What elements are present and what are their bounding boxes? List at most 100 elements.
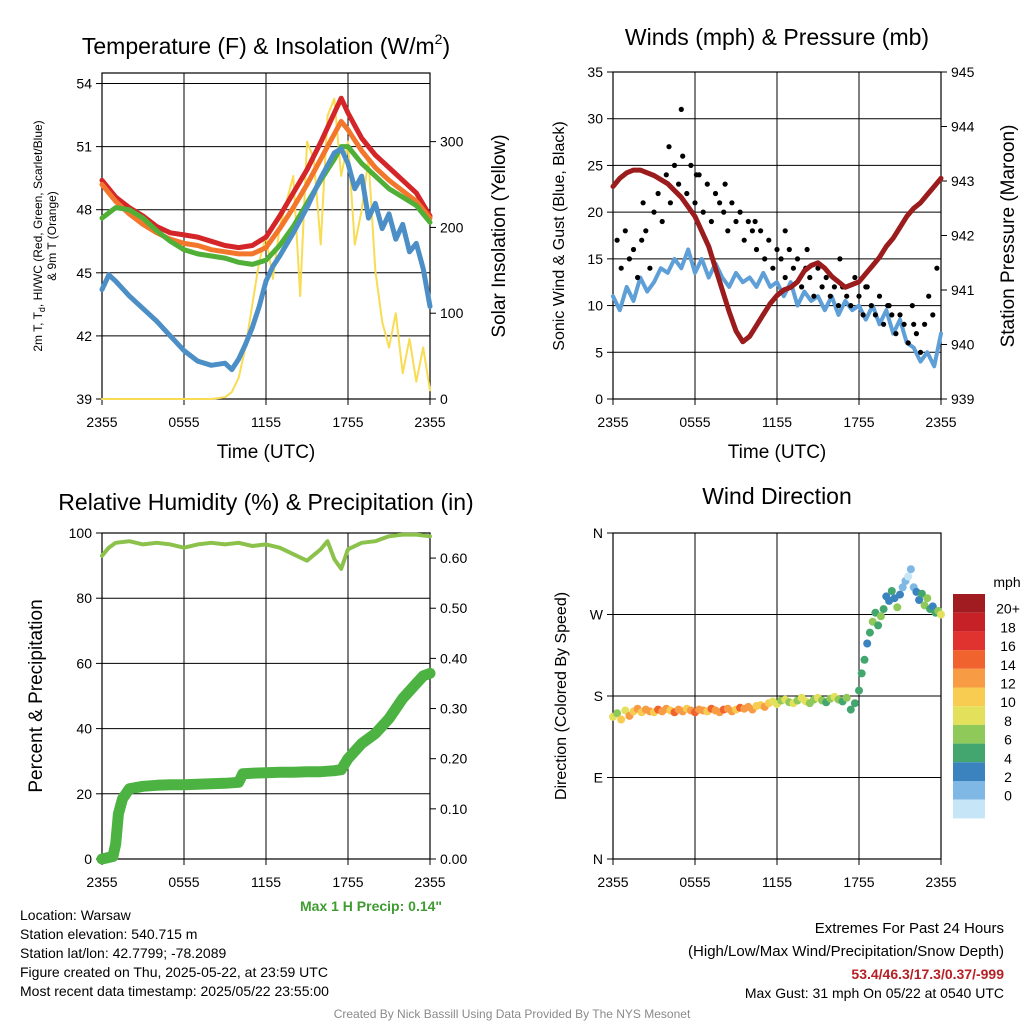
y-label-part: 2m T, T bbox=[31, 311, 45, 351]
x-tick-label: 0555 bbox=[679, 874, 710, 890]
y-tick-label: 80 bbox=[76, 590, 92, 606]
legend-swatch bbox=[953, 650, 985, 669]
legend-swatch bbox=[953, 799, 985, 819]
gust-point bbox=[758, 228, 764, 234]
direction-point bbox=[915, 596, 924, 604]
chart-title: Wind Direction bbox=[702, 483, 852, 509]
y-axis-label-line2: & 9m T (Orange) bbox=[45, 191, 59, 281]
legend-swatch bbox=[953, 743, 985, 763]
x-tick-label: 1755 bbox=[843, 414, 874, 430]
direction-point bbox=[860, 655, 869, 664]
gust-point bbox=[807, 274, 813, 281]
direction-point bbox=[850, 699, 859, 708]
gust-point bbox=[831, 284, 838, 290]
legend-label: 20+ bbox=[996, 601, 1020, 617]
gust-point bbox=[905, 340, 911, 346]
x-tick-label: 1755 bbox=[332, 414, 363, 430]
direction-point bbox=[923, 594, 932, 603]
gust-point bbox=[752, 218, 758, 225]
legend-label: 8 bbox=[1004, 713, 1012, 729]
legend-label: 12 bbox=[1000, 676, 1016, 692]
gust-point bbox=[741, 237, 747, 243]
y-tick-label: 20 bbox=[76, 786, 92, 802]
gust-point bbox=[630, 246, 637, 253]
legend-swatch bbox=[953, 687, 985, 707]
gust-point bbox=[643, 228, 649, 234]
gust-point bbox=[770, 265, 776, 271]
legend-swatch bbox=[953, 594, 985, 613]
y2-tick-label: 0.30 bbox=[440, 701, 467, 717]
legend-label: 4 bbox=[1004, 750, 1012, 766]
y-label-part: , HI/WC (Red, Green, Scarlet/Blue) bbox=[31, 120, 45, 307]
x-tick-label: 2355 bbox=[597, 414, 628, 430]
gust-point bbox=[753, 246, 760, 253]
direction-point bbox=[879, 605, 888, 614]
x-tick-label: 2355 bbox=[86, 874, 117, 890]
legend-swatch bbox=[953, 631, 985, 651]
gust-point bbox=[680, 153, 686, 159]
x-tick-label: 2355 bbox=[925, 874, 956, 890]
gust-point bbox=[819, 284, 825, 290]
x-tick-label: 2355 bbox=[597, 874, 628, 890]
x-axis-label: Time (UTC) bbox=[728, 442, 827, 463]
y2-tick-label: 945 bbox=[951, 64, 975, 80]
location-text: Location: Warsaw bbox=[20, 907, 131, 923]
legend-swatch bbox=[953, 762, 985, 781]
gust-point bbox=[804, 246, 810, 253]
gust-point bbox=[794, 256, 801, 262]
direction-point bbox=[896, 590, 904, 599]
gust-point bbox=[671, 162, 678, 168]
chart-title: Temperature (F) & Insolation (W/m2) bbox=[82, 31, 450, 59]
direction-point bbox=[613, 709, 622, 718]
gust-point bbox=[721, 209, 727, 215]
gust-point bbox=[930, 312, 936, 318]
y2-tick-label: 942 bbox=[951, 228, 975, 244]
y2-tick-label: 0.40 bbox=[440, 650, 467, 666]
extremes-info: Extremes For Past 24 Hours (High/Low/Max… bbox=[688, 919, 1004, 1003]
legend-swatch bbox=[953, 612, 985, 632]
x-tick-label: 2355 bbox=[414, 874, 445, 890]
y2-tick-label: 0 bbox=[440, 391, 448, 407]
legend-label: 2 bbox=[1004, 769, 1012, 785]
gust-point bbox=[762, 256, 768, 262]
direction-point bbox=[863, 639, 872, 648]
y-tick-label: S bbox=[594, 688, 603, 704]
title-main: Temperature (F) & Insolation (W/m bbox=[82, 33, 435, 59]
elevation-text: Station elevation: 540.715 m bbox=[20, 926, 198, 942]
gust-point bbox=[852, 274, 858, 281]
extremes-title: Extremes For Past 24 Hours bbox=[814, 920, 1004, 937]
gust-point bbox=[678, 106, 684, 112]
gust-point bbox=[917, 349, 924, 355]
gust-point bbox=[844, 293, 850, 299]
gust-point bbox=[692, 200, 698, 206]
gust-point bbox=[893, 331, 899, 337]
legend-label: 10 bbox=[1000, 694, 1016, 710]
y-tick-label: 25 bbox=[587, 157, 603, 173]
x-tick-label: 2355 bbox=[414, 414, 445, 430]
gust-point bbox=[722, 181, 728, 187]
gust-point bbox=[786, 246, 792, 253]
gust-point bbox=[881, 321, 887, 327]
max-precip-annotation: Max 1 H Precip: 0.14" bbox=[300, 898, 443, 914]
gust-point bbox=[704, 181, 710, 187]
gust-point bbox=[626, 256, 633, 262]
x-tick-label: 1155 bbox=[762, 874, 792, 890]
gust-point bbox=[909, 303, 915, 309]
chart-title: Winds (mph) & Pressure (mb) bbox=[625, 24, 929, 50]
legend-label: 6 bbox=[1004, 732, 1012, 748]
gust-point bbox=[737, 209, 743, 215]
y-tick-label: 40 bbox=[76, 721, 92, 737]
gust-point bbox=[667, 200, 674, 206]
gust-point bbox=[635, 274, 641, 281]
series-line-precip bbox=[96, 667, 436, 865]
gust-point bbox=[782, 274, 788, 281]
gust-point bbox=[666, 144, 672, 150]
series-line-hi-wc bbox=[99, 146, 433, 373]
gust-point bbox=[872, 312, 879, 318]
x-tick-label: 1755 bbox=[843, 874, 874, 890]
y-tick-label: 0 bbox=[84, 851, 92, 867]
gust-point bbox=[708, 218, 715, 225]
gust-point bbox=[922, 321, 928, 327]
y-tick-label: N bbox=[593, 525, 603, 541]
direction-point bbox=[937, 610, 945, 619]
